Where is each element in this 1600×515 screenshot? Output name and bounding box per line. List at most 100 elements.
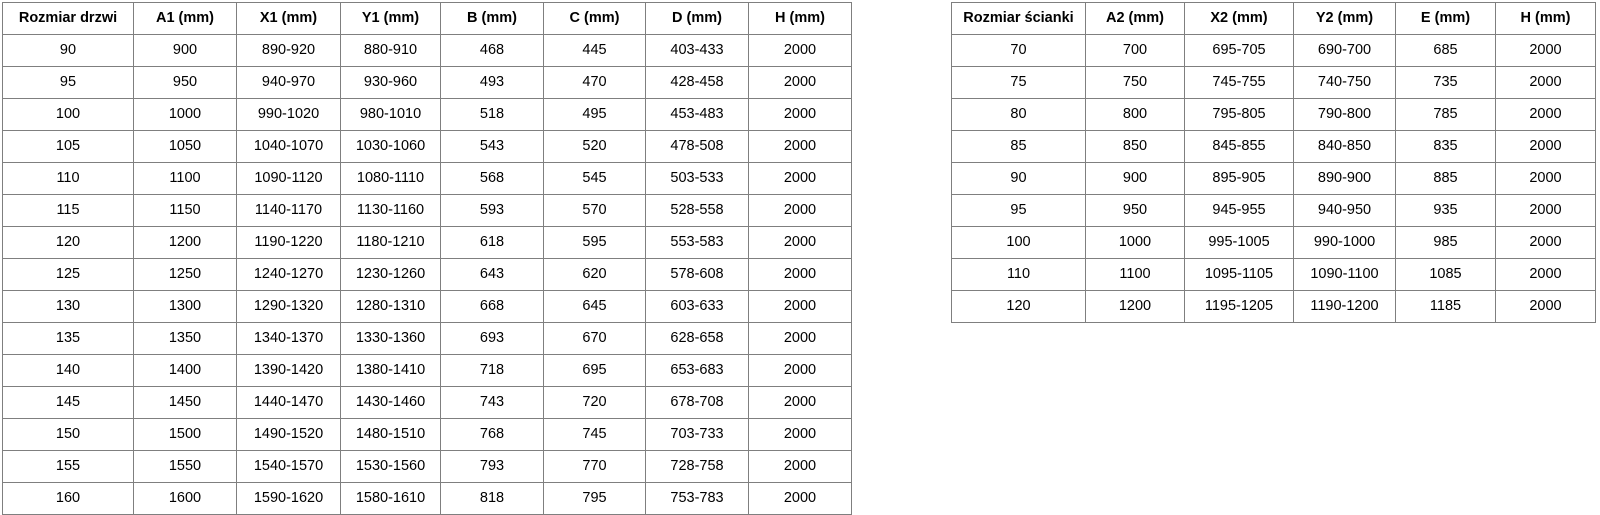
table-cell: 2000: [748, 482, 852, 515]
table-row: 100 1000 995-1005 990-1000 985 2000: [951, 226, 1596, 259]
table-cell: 1230-1260: [340, 258, 441, 291]
table-cell: 2000: [1495, 290, 1596, 323]
table-cell: 990-1020: [236, 98, 341, 131]
table-cell: 990-1000: [1293, 226, 1396, 259]
table-row: 85 850 845-855 840-850 835 2000: [951, 130, 1596, 163]
doors-dimensions-table: Rozmiar drzwi A1 (mm) X1 (mm) Y1 (mm) B (mm)…: [2, 2, 852, 515]
table-cell: 693: [440, 322, 544, 355]
table-row: 155 1550 1540-1570 1530-1560 793 770 728-758 20…: [2, 450, 852, 483]
table-cell: 2000: [748, 226, 852, 259]
table-cell: 618: [440, 226, 544, 259]
table-cell: 2000: [1495, 66, 1596, 99]
table-cell: 1185: [1395, 290, 1496, 323]
table-cell: 403-433: [645, 34, 749, 67]
doors-size-cell: 90: [2, 34, 134, 67]
doors-table-body: 90 900 890-920 880-910 468 445 403-433 2000 95 95…: [2, 34, 852, 515]
walls-dimensions-table-container: Rozmiar ścianki A2 (mm) X2 (mm) Y2 (mm) E (m…: [951, 2, 1596, 323]
table-cell: 1250: [133, 258, 237, 291]
table-cell: 2000: [748, 354, 852, 387]
doors-size-cell: 110: [2, 162, 134, 195]
table-cell: 428-458: [645, 66, 749, 99]
doors-size-cell: 160: [2, 482, 134, 515]
table-row: 135 1350 1340-1370 1330-1360 693 670 628-658 20…: [2, 322, 852, 355]
table-cell: 750: [1085, 66, 1185, 99]
table-cell: 645: [543, 290, 646, 323]
table-cell: 1150: [133, 194, 237, 227]
table-cell: 940-970: [236, 66, 341, 99]
table-cell: 2000: [1495, 194, 1596, 227]
table-cell: 945-955: [1184, 194, 1294, 227]
table-cell: 850: [1085, 130, 1185, 163]
table-cell: 2000: [1495, 130, 1596, 163]
table-cell: 935: [1395, 194, 1496, 227]
table-row: 95 950 945-955 940-950 935 2000: [951, 194, 1596, 227]
table-cell: 620: [543, 258, 646, 291]
table-cell: 570: [543, 194, 646, 227]
table-cell: 745: [543, 418, 646, 451]
table-cell: 793: [440, 450, 544, 483]
table-cell: 745-755: [1184, 66, 1294, 99]
doors-size-cell: 100: [2, 98, 134, 131]
table-cell: 720: [543, 386, 646, 419]
table-row: 115 1150 1140-1170 1130-1160 593 570 528-558 20…: [2, 194, 852, 227]
table-cell: 940-950: [1293, 194, 1396, 227]
doors-column-header: X1 (mm): [236, 2, 341, 35]
table-cell: 1450: [133, 386, 237, 419]
table-cell: 1590-1620: [236, 482, 341, 515]
doors-size-cell: 105: [2, 130, 134, 163]
walls-size-cell: 85: [951, 130, 1086, 163]
table-row: 110 1100 1095-1105 1090-1100 1085 2000: [951, 258, 1596, 291]
table-cell: 503-533: [645, 162, 749, 195]
table-header-row: Rozmiar ścianki A2 (mm) X2 (mm) Y2 (mm) E (m…: [951, 2, 1596, 35]
table-cell: 845-855: [1184, 130, 1294, 163]
table-cell: 1030-1060: [340, 130, 441, 163]
table-row: 145 1450 1440-1470 1430-1460 743 720 678-708 20…: [2, 386, 852, 419]
table-cell: 1440-1470: [236, 386, 341, 419]
table-row: 95 950 940-970 930-960 493 470 428-458 2000: [2, 66, 852, 99]
doors-size-cell: 120: [2, 226, 134, 259]
table-cell: 950: [133, 66, 237, 99]
table-cell: 753-783: [645, 482, 749, 515]
doors-size-cell: 95: [2, 66, 134, 99]
table-cell: 2000: [748, 66, 852, 99]
table-cell: 885: [1395, 162, 1496, 195]
doors-column-header: B (mm): [440, 2, 544, 35]
table-row: 140 1400 1390-1420 1380-1410 718 695 653-683 20…: [2, 354, 852, 387]
table-cell: 603-633: [645, 290, 749, 323]
table-cell: 543: [440, 130, 544, 163]
table-cell: 690-700: [1293, 34, 1396, 67]
table-cell: 835: [1395, 130, 1496, 163]
doors-size-cell: 150: [2, 418, 134, 451]
table-cell: 703-733: [645, 418, 749, 451]
doors-size-cell: 145: [2, 386, 134, 419]
table-cell: 995-1005: [1184, 226, 1294, 259]
walls-size-cell: 110: [951, 258, 1086, 291]
table-cell: 1280-1310: [340, 290, 441, 323]
table-cell: 2000: [748, 290, 852, 323]
table-cell: 593: [440, 194, 544, 227]
table-cell: 1600: [133, 482, 237, 515]
table-cell: 1190-1200: [1293, 290, 1396, 323]
walls-column-header: Y2 (mm): [1293, 2, 1396, 35]
walls-column-header: E (mm): [1395, 2, 1496, 35]
table-cell: 518: [440, 98, 544, 131]
table-cell: 1200: [133, 226, 237, 259]
table-cell: 2000: [1495, 226, 1596, 259]
walls-size-cell: 90: [951, 162, 1086, 195]
table-cell: 2000: [748, 386, 852, 419]
table-cell: 1290-1320: [236, 290, 341, 323]
table-cell: 1240-1270: [236, 258, 341, 291]
walls-column-header: H (mm): [1495, 2, 1596, 35]
table-cell: 1480-1510: [340, 418, 441, 451]
table-cell: 1085: [1395, 258, 1496, 291]
table-cell: 1390-1420: [236, 354, 341, 387]
table-row: 90 900 895-905 890-900 885 2000: [951, 162, 1596, 195]
table-cell: 740-750: [1293, 66, 1396, 99]
table-cell: 1350: [133, 322, 237, 355]
table-cell: 770: [543, 450, 646, 483]
walls-size-cell: 100: [951, 226, 1086, 259]
table-cell: 728-758: [645, 450, 749, 483]
table-cell: 1090-1120: [236, 162, 341, 195]
table-cell: 1195-1205: [1184, 290, 1294, 323]
table-cell: 985: [1395, 226, 1496, 259]
